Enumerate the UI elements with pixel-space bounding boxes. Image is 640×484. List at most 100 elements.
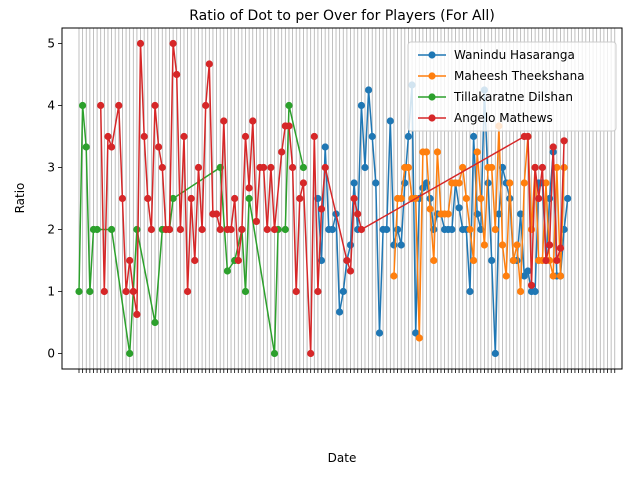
data-point <box>357 101 365 110</box>
y-tick-label: 2 <box>47 223 55 237</box>
data-point <box>260 163 268 172</box>
data-point <box>412 329 420 337</box>
data-point <box>546 241 554 249</box>
legend-box <box>407 41 617 132</box>
data-point <box>191 256 199 265</box>
data-point <box>140 132 148 141</box>
data-point <box>448 225 456 234</box>
legend-marker <box>428 114 436 122</box>
legend-label: Wanindu Hasaranga <box>454 48 575 62</box>
data-point <box>104 132 112 141</box>
data-point <box>495 210 503 218</box>
legend-label: Maheesh Theekshana <box>454 69 585 83</box>
data-point <box>227 225 235 234</box>
data-point <box>433 148 441 156</box>
data-point <box>502 272 510 280</box>
data-point <box>314 287 322 296</box>
data-point <box>270 349 279 358</box>
data-point <box>126 349 134 358</box>
data-point <box>151 318 159 327</box>
legend-label: Tillakaratne Dilshan <box>453 90 573 104</box>
data-point <box>321 143 329 151</box>
data-point <box>564 194 572 203</box>
data-point <box>560 163 568 172</box>
y-tick-label: 3 <box>47 161 55 175</box>
data-point <box>426 205 434 213</box>
data-point <box>245 194 253 203</box>
data-point <box>531 163 539 172</box>
x-axis-label: Date <box>328 451 357 465</box>
y-axis-label: Ratio <box>13 183 27 214</box>
x-axis <box>78 369 616 373</box>
data-point <box>165 225 174 234</box>
data-point <box>245 184 253 192</box>
series-line <box>393 125 565 339</box>
data-point <box>184 287 192 296</box>
data-point <box>263 225 271 234</box>
legend-marker <box>428 51 436 59</box>
data-point <box>310 132 318 141</box>
data-point <box>506 179 514 187</box>
data-point <box>455 179 463 187</box>
data-point <box>169 194 177 203</box>
data-point <box>473 148 481 156</box>
data-point <box>517 287 525 296</box>
data-point <box>133 225 141 234</box>
data-point <box>404 132 412 141</box>
data-point <box>187 194 195 203</box>
data-point <box>397 241 405 249</box>
data-point <box>115 101 123 110</box>
data-point <box>466 287 474 296</box>
data-point <box>79 101 87 110</box>
series-group <box>97 39 568 358</box>
data-point <box>292 287 300 296</box>
data-point <box>350 194 358 203</box>
data-point <box>509 256 517 265</box>
data-point <box>108 143 116 151</box>
data-point <box>422 148 431 156</box>
data-point <box>100 287 108 296</box>
data-point <box>296 194 304 203</box>
legend-label: Angelo Mathews <box>454 111 553 125</box>
data-point <box>158 163 166 172</box>
data-point <box>491 225 499 234</box>
data-point <box>444 210 452 218</box>
data-point <box>553 256 561 265</box>
data-point <box>336 308 344 316</box>
data-point <box>122 287 130 296</box>
data-point <box>173 70 181 79</box>
data-point <box>480 241 488 249</box>
data-point <box>524 267 532 275</box>
data-point <box>234 256 242 265</box>
plot-area-frame <box>61 27 623 370</box>
data-point <box>383 225 391 234</box>
data-point <box>520 272 528 280</box>
series-lines <box>75 39 572 358</box>
data-point <box>75 287 83 296</box>
data-point <box>542 256 550 265</box>
data-point <box>176 225 184 234</box>
data-point <box>350 179 358 187</box>
legend-marker <box>428 93 436 101</box>
data-point <box>97 101 105 110</box>
legend: Wanindu Hasaranga Maheesh Theekshana Tilla… <box>407 41 617 132</box>
data-point <box>155 143 163 151</box>
data-point <box>542 179 550 187</box>
data-point <box>231 194 239 203</box>
data-point <box>361 163 369 172</box>
data-point <box>129 287 137 296</box>
data-point <box>430 256 438 265</box>
data-point <box>270 225 279 234</box>
data-point <box>241 132 250 141</box>
data-point <box>397 194 405 203</box>
data-point <box>281 225 289 234</box>
data-point <box>535 194 543 203</box>
data-point <box>252 217 260 225</box>
data-point <box>365 86 373 94</box>
data-point <box>390 272 398 280</box>
data-point <box>466 225 474 234</box>
data-point <box>220 117 228 125</box>
data-point <box>488 256 496 265</box>
